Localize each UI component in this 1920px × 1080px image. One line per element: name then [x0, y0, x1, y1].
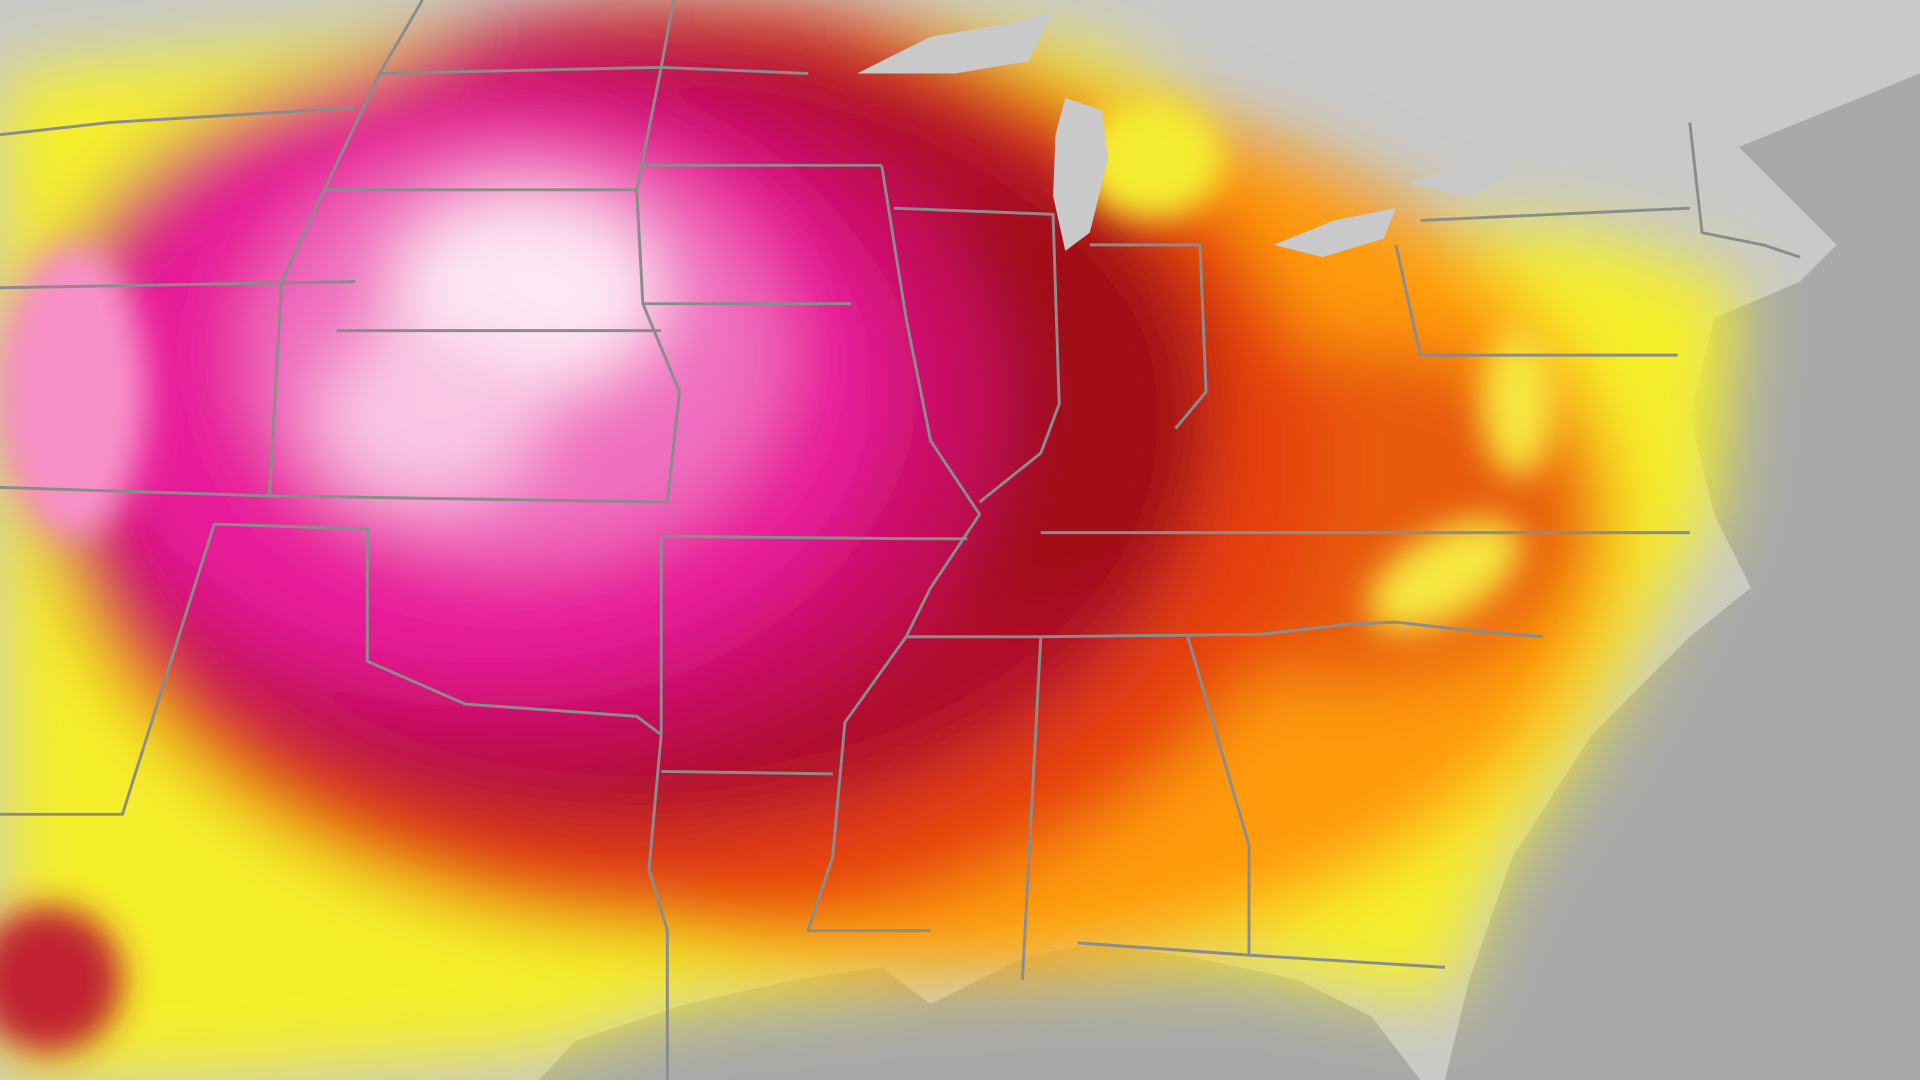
heat-detail — [0, 97, 1556, 1054]
lake — [1273, 208, 1396, 258]
lake — [1408, 159, 1519, 196]
ocean — [1444, 73, 1920, 1080]
gulf — [538, 942, 1421, 1080]
heat-field — [0, 0, 1739, 1080]
lake — [1053, 97, 1109, 252]
lake — [857, 12, 1054, 74]
borders — [0, 0, 1801, 1080]
